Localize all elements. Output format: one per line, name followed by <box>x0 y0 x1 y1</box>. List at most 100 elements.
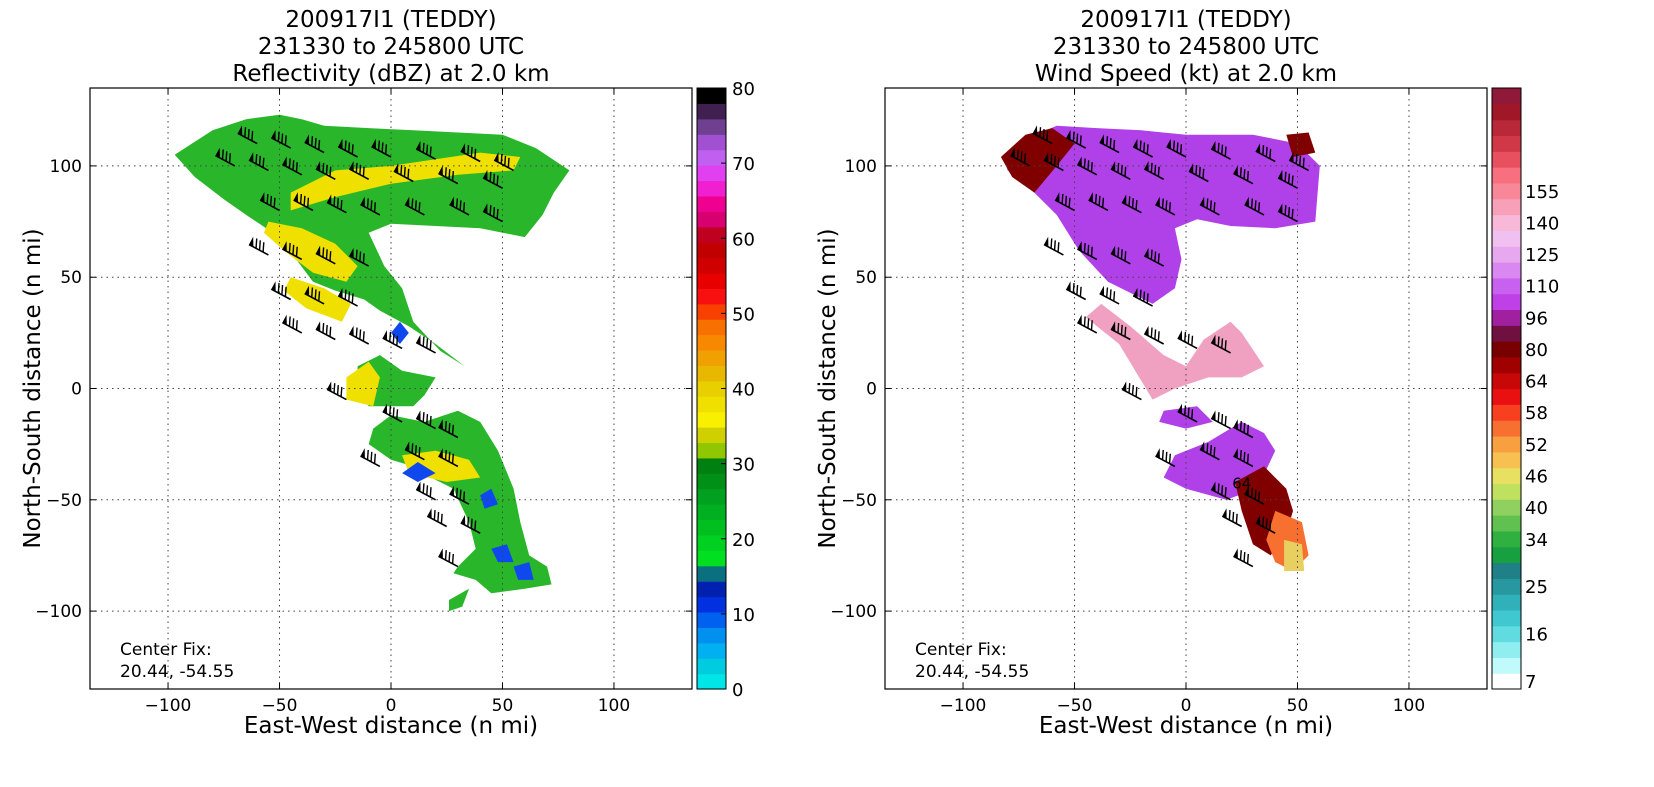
colorbar-bin <box>697 519 726 536</box>
wind-barb <box>393 163 414 183</box>
colorbar-bin <box>1492 657 1521 674</box>
colorbar-bin <box>1492 167 1521 184</box>
colorbar-bin <box>697 411 726 428</box>
wind-barb <box>281 156 303 176</box>
colorbar-bin <box>697 242 726 259</box>
colorbar-bin <box>1492 277 1521 295</box>
echo-region <box>449 588 469 612</box>
y-axis-label: North-South distance (n mi) <box>815 228 841 548</box>
wind-barb <box>1244 485 1265 505</box>
wind-barb <box>449 196 470 216</box>
echo-region <box>357 355 436 407</box>
wind-barb <box>1244 196 1265 216</box>
wind-barb <box>415 334 436 354</box>
wind-barb <box>1088 192 1109 212</box>
wind-barb <box>281 241 303 261</box>
wind-region-weak <box>1284 539 1305 571</box>
wind-barb <box>1076 241 1098 261</box>
wind-barb <box>248 152 269 172</box>
wind-barb <box>371 138 392 158</box>
colorbar-bin <box>1492 372 1521 390</box>
wind-barb <box>215 147 236 167</box>
wind-barb <box>360 448 381 468</box>
colorbar-tick-label: 96 <box>1525 308 1548 329</box>
colorbar-tick-label: 40 <box>732 380 755 401</box>
colorbar-tick-label: 40 <box>1525 498 1548 519</box>
wind-barb <box>1277 169 1298 189</box>
colorbar-bin <box>1492 451 1521 469</box>
colorbar-bin <box>697 488 726 505</box>
wind-barb <box>1177 330 1198 350</box>
x-tick-label: 0 <box>386 696 397 716</box>
wind-barb <box>315 245 336 265</box>
colorbar-bin <box>1492 309 1521 326</box>
wind-barb <box>1110 321 1131 341</box>
wind-barb <box>315 321 336 341</box>
y-tick-label: 0 <box>866 380 877 400</box>
echo-band <box>290 152 521 211</box>
colorbar-bin <box>697 442 726 459</box>
colorbar-bin <box>697 319 726 336</box>
center-fix-annotation: 20.44, -54.55 <box>120 662 234 682</box>
wind-barb <box>415 140 436 160</box>
colorbar-bin <box>1492 404 1521 421</box>
colorbar: 0 10 20 30 40 50 60 70 80 <box>696 79 755 701</box>
x-tick-label: −100 <box>940 696 987 716</box>
colorbar-bin <box>1492 151 1521 168</box>
wind-barb <box>426 508 448 528</box>
chart-title-line: 231330 to 245800 UTC <box>258 34 524 60</box>
wind-barb <box>493 152 514 172</box>
colorbar-bin <box>1492 641 1521 658</box>
wind-barb <box>1155 448 1176 468</box>
colorbar-bin <box>697 673 726 690</box>
colorbar-bin <box>697 658 726 675</box>
wind-barb <box>1199 196 1220 216</box>
colorbar-tick-label: 30 <box>732 455 755 476</box>
x-tick-label: 100 <box>598 696 630 716</box>
x-tick-label: −50 <box>1057 696 1093 716</box>
colorbar-tick-label: 46 <box>1525 466 1548 487</box>
weak-echo <box>513 562 534 580</box>
wind-barb <box>1121 381 1142 401</box>
colorbar-bin <box>697 288 726 305</box>
colorbar-bin <box>1492 341 1521 358</box>
wind-barb <box>1166 138 1187 158</box>
wind-barb <box>1076 314 1098 334</box>
weak-echo <box>391 321 409 344</box>
wind-barb <box>415 410 436 430</box>
colorbar-bin <box>697 565 726 582</box>
colorbar-bin <box>1492 246 1521 263</box>
chart-title-line: Reflectivity (dBZ) at 2.0 km <box>232 61 549 87</box>
weak-echo <box>480 488 498 509</box>
wind-barb <box>438 448 459 468</box>
contour-label: 64 <box>1232 475 1251 493</box>
colorbar-bin <box>697 473 726 490</box>
wind-barb <box>1210 140 1231 160</box>
center-fix-annotation: Center Fix: <box>120 640 212 660</box>
y-tick-label: 100 <box>50 157 82 177</box>
wind-barb <box>1054 192 1075 212</box>
colorbar-tick-label: 70 <box>732 154 755 175</box>
colorbar-tick-label: 80 <box>1525 340 1548 361</box>
center-fix-annotation: Center Fix: <box>915 640 1007 660</box>
colorbar-bin <box>1492 88 1521 105</box>
wind-barb <box>1043 152 1064 172</box>
wind-barb <box>315 161 336 181</box>
x-tick-label: −100 <box>145 696 192 716</box>
colorbar-frame <box>1491 87 1522 690</box>
colorbar-tick-label: 10 <box>732 605 755 626</box>
x-tick-label: 50 <box>1287 696 1309 716</box>
wind-barb <box>438 419 459 439</box>
colorbar-tick-label: 0 <box>732 680 743 701</box>
colorbar-bin <box>697 550 726 567</box>
echo-region <box>174 114 570 367</box>
colorbar-tick-label: 16 <box>1525 625 1548 646</box>
wind-barb <box>1255 514 1276 534</box>
colorbar-bin <box>697 118 726 135</box>
colorbar-bin <box>697 611 726 628</box>
colorbar: 7 16 25 34 40 46 52 58 64 80 96 110 125 140 155 <box>1491 87 1559 693</box>
wind-barb <box>1177 403 1198 423</box>
wind-barb <box>449 485 470 505</box>
x-tick-label: 100 <box>1393 696 1425 716</box>
wind-barb <box>1010 147 1031 167</box>
